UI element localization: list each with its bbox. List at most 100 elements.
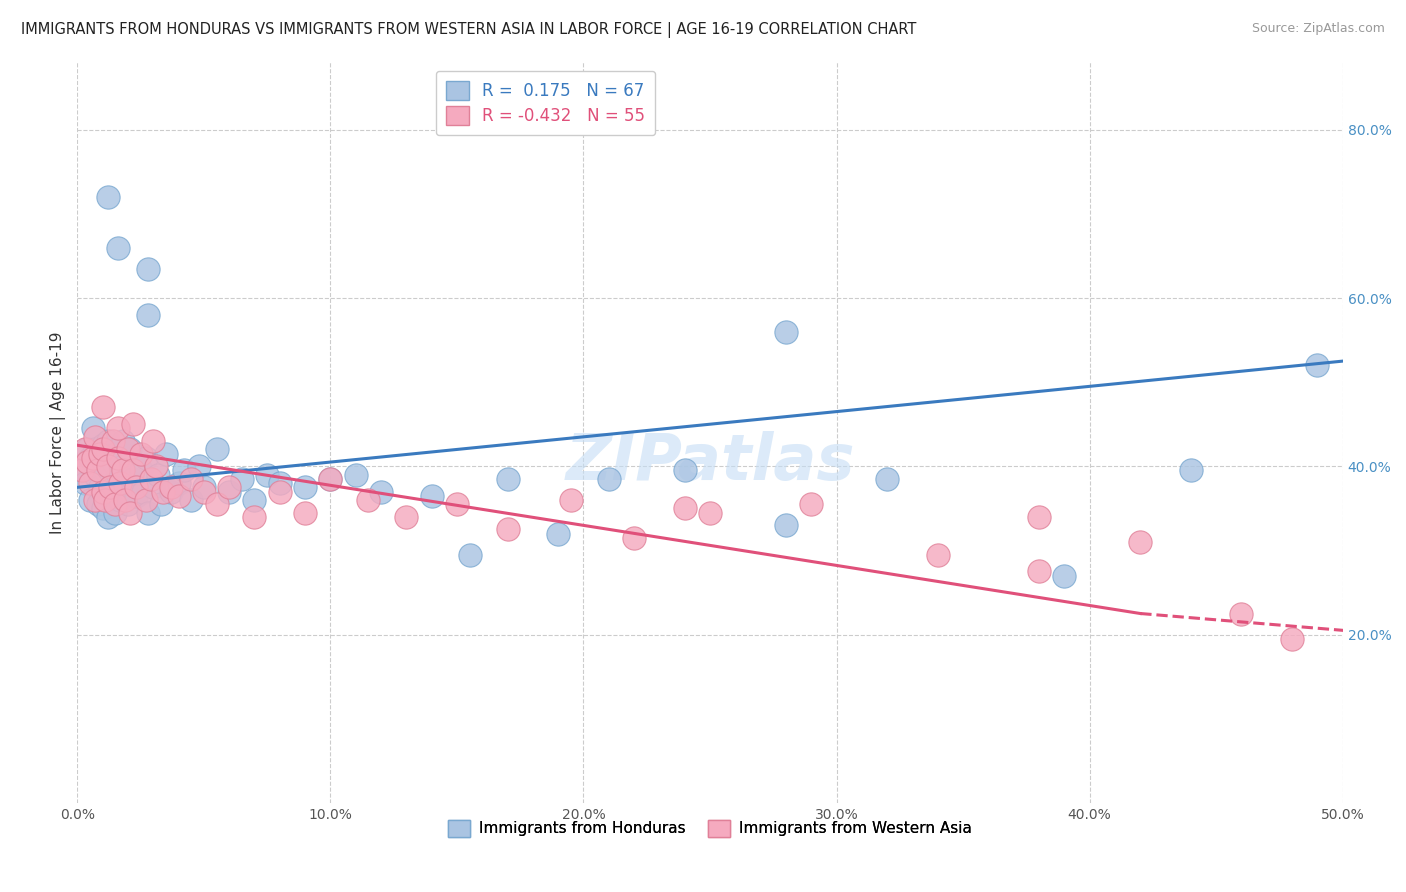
Point [84, 467, 107, 482]
Point [97, 190, 120, 204]
Point [97, 459, 120, 474]
Point [139, 472, 162, 486]
Point [122, 463, 145, 477]
Point [101, 455, 124, 469]
Point [73, 442, 96, 457]
Point [107, 467, 129, 482]
Point [104, 447, 127, 461]
Point [98, 480, 121, 494]
Point [180, 472, 202, 486]
Point [73, 476, 96, 491]
Point [120, 506, 142, 520]
Point [91, 484, 114, 499]
Point [547, 526, 569, 541]
Point [84, 442, 107, 457]
Point [124, 489, 146, 503]
Point [111, 434, 134, 448]
Point [136, 308, 159, 322]
Point [76, 442, 98, 457]
Point [94, 492, 117, 507]
Point [89, 480, 111, 494]
Point [111, 459, 134, 474]
Point [294, 480, 316, 494]
Point [101, 434, 124, 448]
Point [120, 442, 142, 457]
Point [104, 506, 127, 520]
Point [1053, 568, 1076, 582]
Point [496, 522, 519, 536]
Point [86, 459, 108, 474]
Point [72, 463, 94, 477]
Point [269, 476, 291, 491]
Point [1306, 359, 1329, 373]
Point [110, 476, 132, 491]
Text: ZIPatlas: ZIPatlas [565, 431, 855, 493]
Point [560, 492, 582, 507]
Point [91, 438, 114, 452]
Point [167, 489, 190, 503]
Point [122, 417, 145, 432]
Point [1180, 463, 1202, 477]
Legend: Immigrants from Honduras, Immigrants from Western Asia: Immigrants from Honduras, Immigrants fro… [441, 814, 979, 843]
Point [86, 497, 108, 511]
Point [231, 472, 253, 486]
Point [446, 497, 468, 511]
Point [117, 442, 139, 457]
Point [94, 484, 117, 499]
Point [458, 548, 481, 562]
Point [89, 447, 111, 461]
Point [132, 484, 155, 499]
Point [180, 492, 202, 507]
Point [79, 492, 101, 507]
Point [673, 463, 696, 477]
Point [256, 467, 278, 482]
Point [193, 484, 215, 499]
Point [218, 480, 240, 494]
Point [129, 447, 152, 461]
Point [167, 476, 190, 491]
Point [160, 480, 183, 494]
Point [1028, 565, 1050, 579]
Point [496, 472, 519, 486]
Point [101, 476, 124, 491]
Point [79, 450, 101, 465]
Y-axis label: In Labor Force | Age 16-19: In Labor Force | Age 16-19 [51, 331, 66, 534]
Point [927, 548, 949, 562]
Point [149, 497, 172, 511]
Point [294, 506, 316, 520]
Point [97, 434, 120, 448]
Point [699, 506, 721, 520]
Point [243, 492, 266, 507]
Point [124, 480, 146, 494]
Point [319, 472, 342, 486]
Point [205, 442, 228, 457]
Point [623, 531, 645, 545]
Point [114, 492, 136, 507]
Point [148, 467, 170, 482]
Point [107, 240, 129, 255]
Point [173, 463, 195, 477]
Point [319, 472, 342, 486]
Point [775, 518, 797, 533]
Point [155, 447, 177, 461]
Point [135, 450, 157, 465]
Point [136, 261, 159, 276]
Point [91, 442, 114, 457]
Point [243, 509, 266, 524]
Point [89, 447, 111, 461]
Point [91, 501, 114, 516]
Point [107, 421, 129, 435]
Point [673, 501, 696, 516]
Point [1129, 535, 1152, 549]
Point [775, 325, 797, 339]
Text: IMMIGRANTS FROM HONDURAS VS IMMIGRANTS FROM WESTERN ASIA IN LABOR FORCE | AGE 16: IMMIGRANTS FROM HONDURAS VS IMMIGRANTS F… [21, 22, 917, 38]
Point [193, 480, 215, 494]
Point [114, 480, 136, 494]
Point [142, 480, 165, 494]
Point [145, 459, 167, 474]
Point [104, 497, 127, 511]
Point [117, 497, 139, 511]
Point [84, 430, 107, 444]
Point [269, 484, 291, 499]
Point [136, 506, 159, 520]
